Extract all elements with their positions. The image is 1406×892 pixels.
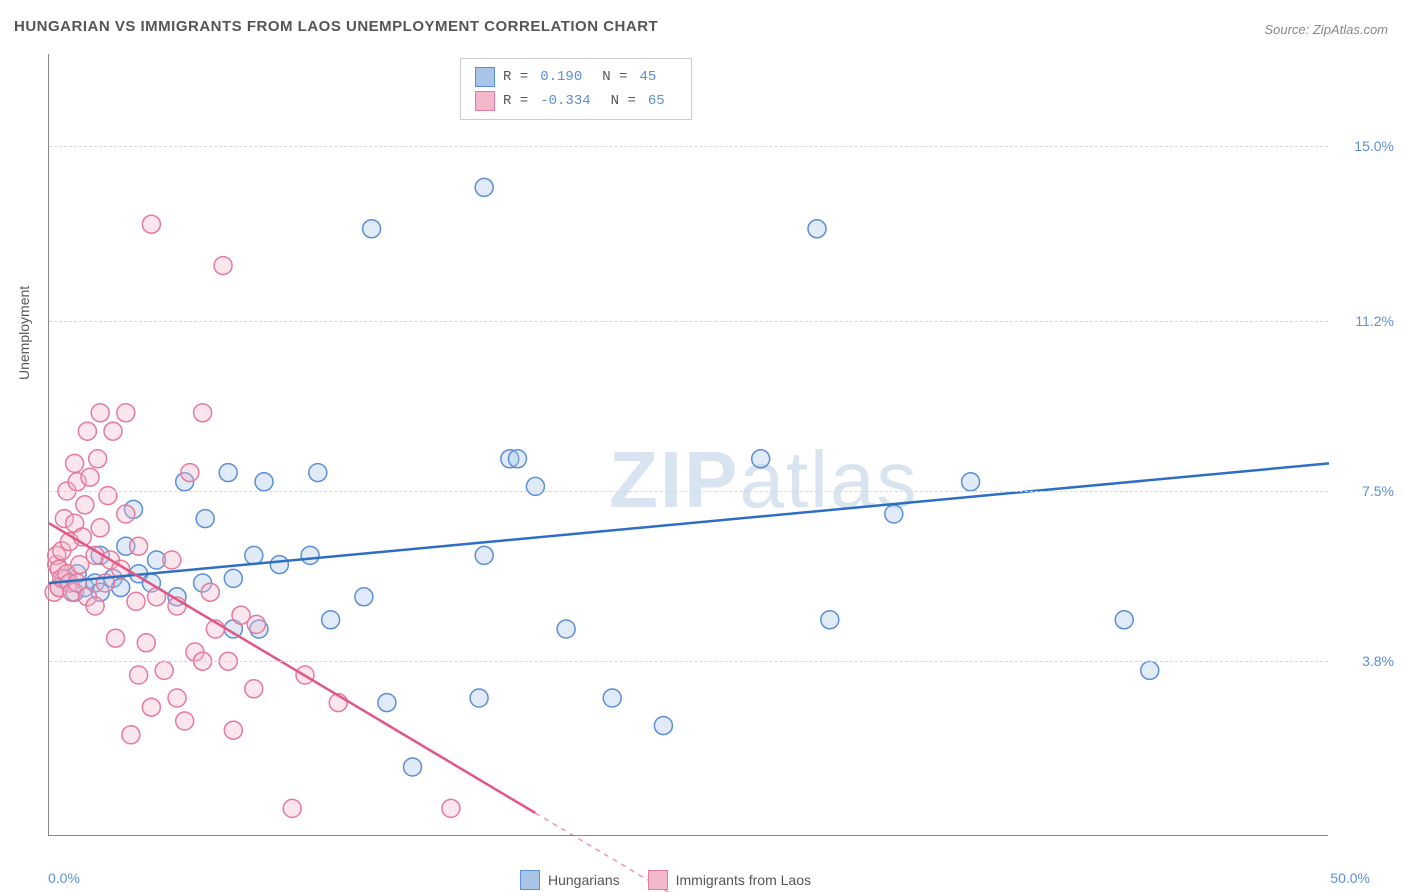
legend-stats: R = 0.190 N = 45 R = -0.334 N = 65	[460, 58, 692, 120]
y-axis-label: Unemployment	[16, 286, 32, 380]
legend-swatch-1	[475, 91, 495, 111]
r-value-1: -0.334	[540, 93, 590, 109]
r-value-0: 0.190	[540, 69, 582, 85]
legend-bottom-label-1: Immigrants from Laos	[676, 872, 811, 888]
x-tick-1: 50.0%	[1330, 870, 1370, 886]
y-tick-label: 11.2%	[1338, 313, 1394, 329]
chart-title: HUNGARIAN VS IMMIGRANTS FROM LAOS UNEMPL…	[14, 18, 658, 35]
n-value-0: 45	[639, 69, 656, 85]
r-label: R =	[503, 93, 528, 109]
legend-bottom-label-0: Hungarians	[548, 872, 620, 888]
legend-bottom-swatch-0	[520, 870, 540, 890]
n-label: N =	[602, 69, 627, 85]
y-tick-label: 3.8%	[1338, 653, 1394, 669]
n-value-1: 65	[648, 93, 665, 109]
chart-svg	[49, 54, 1328, 835]
x-tick-0: 0.0%	[48, 870, 80, 886]
chart-container: HUNGARIAN VS IMMIGRANTS FROM LAOS UNEMPL…	[0, 0, 1406, 892]
plot-area: ZIPatlas 3.8%7.5%11.2%15.0%	[48, 54, 1328, 836]
n-label: N =	[611, 93, 636, 109]
legend-bottom-swatch-1	[648, 870, 668, 890]
legend-bottom-item-0: Hungarians	[520, 870, 620, 890]
legend-swatch-0	[475, 67, 495, 87]
y-tick-label: 15.0%	[1338, 138, 1394, 154]
legend-bottom-item-1: Immigrants from Laos	[648, 870, 811, 890]
r-label: R =	[503, 69, 528, 85]
legend-bottom: Hungarians Immigrants from Laos	[520, 870, 811, 890]
source-label: Source: ZipAtlas.com	[1264, 22, 1388, 37]
y-tick-label: 7.5%	[1338, 483, 1394, 499]
legend-stats-row-1: R = -0.334 N = 65	[475, 89, 677, 113]
legend-stats-row-0: R = 0.190 N = 45	[475, 65, 677, 89]
